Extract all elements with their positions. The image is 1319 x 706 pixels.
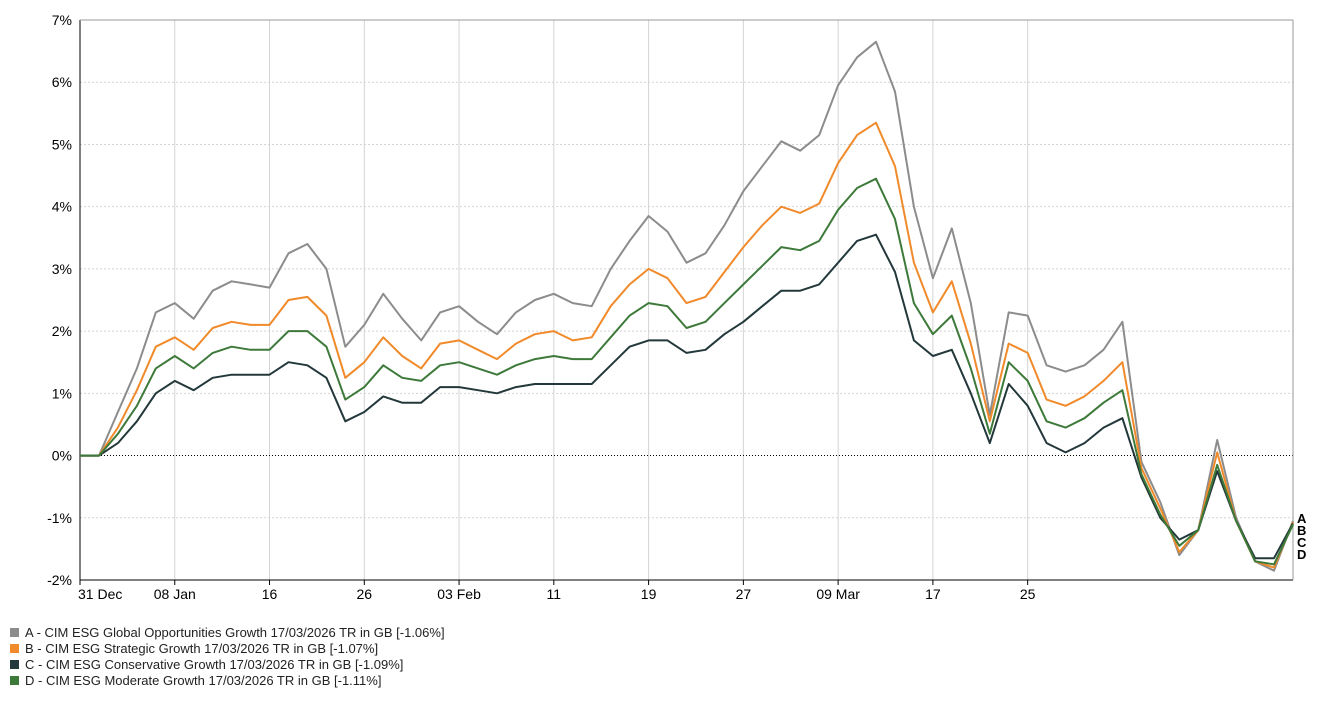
x-tick-label: 26 bbox=[357, 586, 373, 602]
y-tick-label: 7% bbox=[52, 12, 72, 28]
legend-label-d: D - CIM ESG Moderate Growth 17/03/2026 T… bbox=[25, 672, 382, 688]
legend-item-b: B - CIM ESG Strategic Growth 17/03/2026 … bbox=[10, 640, 445, 656]
end-label-a: A bbox=[1297, 511, 1307, 526]
line-chart: -2% -1% 0% 1% 2% 3% 4% 5% 6% 7% 31 Dec 08 Jan 16 26 03… bbox=[47, 12, 1307, 602]
x-tick-label: 17 bbox=[925, 586, 941, 602]
legend-swatch-b bbox=[10, 643, 19, 653]
x-tick-label: 09 Mar bbox=[816, 586, 860, 602]
x-tick-label: 19 bbox=[641, 586, 657, 602]
y-tick-label: 1% bbox=[52, 385, 72, 401]
y-tick-label: 4% bbox=[52, 199, 72, 215]
y-tick-label: -1% bbox=[47, 510, 72, 526]
grid bbox=[80, 19, 1293, 580]
y-tick-label: 2% bbox=[52, 323, 72, 339]
legend-swatch-d bbox=[10, 675, 19, 685]
legend-label-a: A - CIM ESG Global Opportunities Growth … bbox=[25, 624, 445, 640]
y-tick-label: 6% bbox=[52, 74, 72, 90]
series-line-b bbox=[80, 121, 1294, 569]
x-tick-label: 03 Feb bbox=[437, 586, 481, 602]
x-tick-label: 16 bbox=[262, 586, 278, 602]
series-lines bbox=[80, 40, 1294, 572]
legend-label-b: B - CIM ESG Strategic Growth 17/03/2026 … bbox=[25, 640, 379, 656]
x-tick-label: 11 bbox=[547, 586, 562, 602]
y-tick-label: 3% bbox=[52, 261, 72, 277]
x-tick-label: 31 Dec bbox=[78, 586, 122, 602]
legend-item-c: C - CIM ESG Conservative Growth 17/03/20… bbox=[10, 656, 445, 672]
legend-item-d: D - CIM ESG Moderate Growth 17/03/2026 T… bbox=[10, 672, 445, 688]
end-label-c: C bbox=[1297, 535, 1307, 550]
legend-swatch-c bbox=[10, 659, 19, 669]
legend-item-a: A - CIM ESG Global Opportunities Growth … bbox=[10, 624, 445, 640]
series-line-c bbox=[80, 233, 1294, 560]
axes: -2% -1% 0% 1% 2% 3% 4% 5% 6% 7% 31 Dec 08 Jan 16 26 03… bbox=[47, 12, 1294, 602]
y-tick-label: 5% bbox=[52, 136, 72, 152]
series-line-a bbox=[80, 40, 1294, 572]
y-tick-label: 0% bbox=[52, 448, 72, 464]
legend: A - CIM ESG Global Opportunities Growth … bbox=[10, 624, 445, 688]
end-label-d: D bbox=[1297, 547, 1306, 562]
x-tick-label: 25 bbox=[1020, 586, 1036, 602]
x-tick-label: 08 Jan bbox=[154, 586, 196, 602]
x-tick-label: 27 bbox=[736, 586, 752, 602]
series-line-d bbox=[80, 177, 1294, 566]
legend-swatch-a bbox=[10, 627, 19, 637]
legend-label-c: C - CIM ESG Conservative Growth 17/03/20… bbox=[25, 656, 404, 672]
end-label-b: B bbox=[1297, 523, 1306, 538]
y-tick-label: -2% bbox=[47, 572, 72, 588]
